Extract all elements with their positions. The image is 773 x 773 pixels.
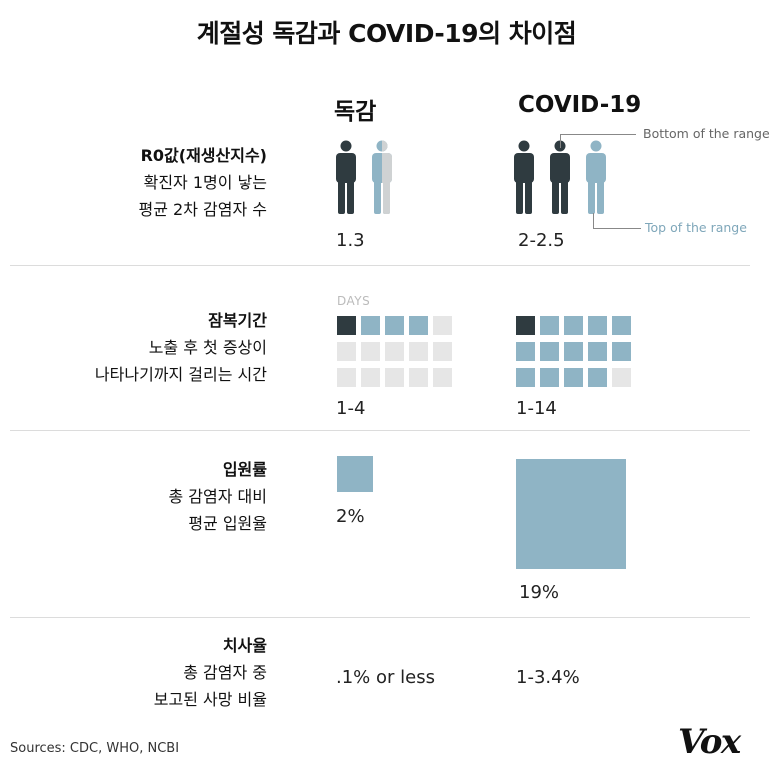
row-r0-sub1: 확진자 1명이 낳는 xyxy=(143,173,267,192)
flu-fatality-value: .1% or less xyxy=(336,667,435,688)
row-hospital-label: 입원률 xyxy=(222,460,267,479)
day-cell xyxy=(540,342,559,361)
day-cell xyxy=(409,316,428,335)
day-cell xyxy=(540,316,559,335)
row-incubation-label: 잠복기간 xyxy=(208,311,267,330)
day-cell xyxy=(385,316,404,335)
bottom-range-leader xyxy=(560,134,636,135)
day-cell xyxy=(588,316,607,335)
column-header-covid: COVID-19 xyxy=(518,92,642,118)
flu-r0-value: 1.3 xyxy=(336,230,365,251)
sources-note: Sources: CDC, WHO, NCBI xyxy=(10,741,180,756)
day-cell xyxy=(540,368,559,387)
top-range-note: Top of the range xyxy=(645,220,747,235)
row-incubation-sub2: 나타나기까지 걸리는 시간 xyxy=(94,365,267,384)
person-icon xyxy=(514,140,534,214)
days-label: DAYS xyxy=(337,294,371,308)
day-cell xyxy=(409,342,428,361)
day-cell xyxy=(612,316,631,335)
row-fatality-label: 치사율 xyxy=(222,636,267,655)
day-cell xyxy=(361,342,380,361)
person-icon xyxy=(586,140,606,214)
row-fatality-sub2: 보고된 사망 비율 xyxy=(153,690,267,709)
day-cell xyxy=(337,368,356,387)
row-divider xyxy=(10,430,750,431)
day-cell xyxy=(337,342,356,361)
day-cell xyxy=(433,316,452,335)
flu-incubation-value: 1-4 xyxy=(336,398,366,419)
row-r0-sub2: 평균 2차 감염자 수 xyxy=(138,200,267,219)
row-hospital-sub1: 총 감염자 대비 xyxy=(168,487,268,506)
flu-hospital-value: 2% xyxy=(336,506,365,527)
day-cell xyxy=(588,342,607,361)
covid-hospital-value: 19% xyxy=(519,582,560,603)
bottom-range-note: Bottom of the range xyxy=(643,126,770,141)
day-cell xyxy=(433,342,452,361)
day-cell xyxy=(361,316,380,335)
day-cell xyxy=(588,368,607,387)
day-cell xyxy=(409,368,428,387)
person-icon xyxy=(550,140,570,214)
day-cell xyxy=(564,342,583,361)
chart-title: 계절성 독감과 COVID-19의 차이점 xyxy=(196,19,577,48)
day-cell xyxy=(516,368,535,387)
top-range-leader xyxy=(593,228,641,229)
column-header-flu: 독감 xyxy=(334,99,377,125)
covid-r0-value: 2-2.5 xyxy=(518,230,565,251)
day-cell xyxy=(564,368,583,387)
day-cell xyxy=(433,368,452,387)
row-r0-label: R0값(재생산지수) xyxy=(140,146,267,165)
row-incubation-sub1: 노출 후 첫 증상이 xyxy=(148,338,267,357)
day-cell xyxy=(564,316,583,335)
covid-incubation-grid xyxy=(516,316,636,388)
row-divider xyxy=(10,617,750,618)
row-r0-label-block: R0값(재생산지수) 확진자 1명이 낳는 평균 2차 감염자 수 xyxy=(139,142,267,223)
day-cell xyxy=(516,342,535,361)
day-cell xyxy=(612,342,631,361)
top-range-leader-vertical xyxy=(593,213,594,228)
row-hospital-sub2: 평균 입원율 xyxy=(188,514,267,533)
vox-logo: Vox xyxy=(678,722,741,762)
row-fatality-sub1: 총 감염자 중 xyxy=(183,663,267,682)
day-cell xyxy=(385,342,404,361)
day-cell xyxy=(337,316,356,335)
row-hospital-label-block: 입원률 총 감염자 대비 평균 입원율 xyxy=(169,456,268,537)
bottom-range-leader-vertical xyxy=(560,134,561,148)
row-fatality-label-block: 치사율 총 감염자 중 보고된 사망 비율 xyxy=(154,632,267,713)
day-cell xyxy=(612,368,631,387)
flu-hospital-square xyxy=(337,456,373,492)
day-cell xyxy=(385,368,404,387)
flu-incubation-grid xyxy=(337,316,457,388)
covid-incubation-value: 1-14 xyxy=(516,398,557,419)
person-icon xyxy=(336,140,356,214)
flu-r0-people xyxy=(336,140,392,214)
row-divider xyxy=(10,265,750,266)
covid-fatality-value: 1-3.4% xyxy=(516,667,580,688)
day-cell xyxy=(516,316,535,335)
day-cell xyxy=(361,368,380,387)
person-icon xyxy=(372,140,392,214)
covid-hospital-square xyxy=(516,459,626,569)
covid-r0-people xyxy=(514,140,606,214)
row-incubation-label-block: 잠복기간 노출 후 첫 증상이 나타나기까지 걸리는 시간 xyxy=(95,307,267,388)
